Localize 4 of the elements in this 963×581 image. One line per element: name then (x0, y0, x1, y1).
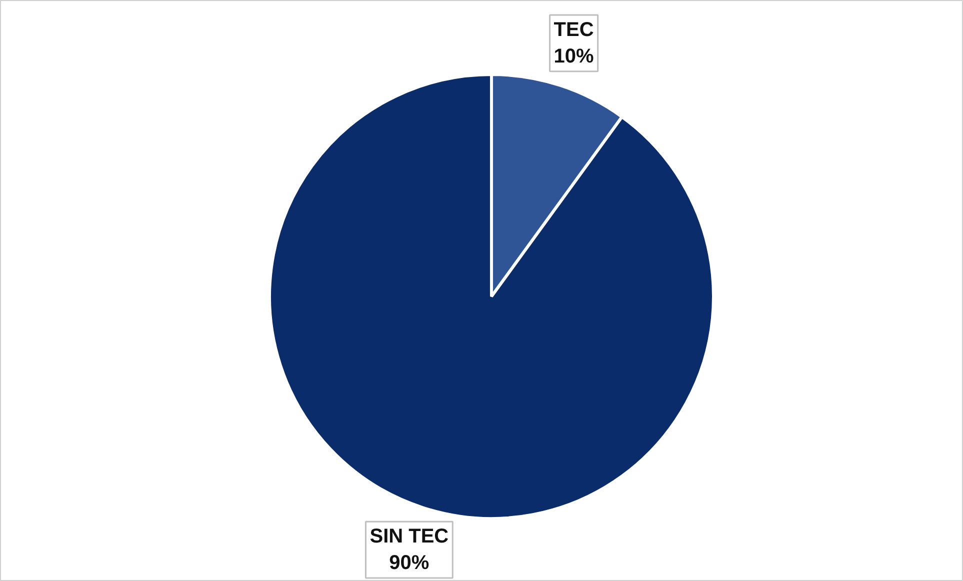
slice-label: SIN TEC (370, 526, 449, 548)
slice-label: TEC (554, 18, 594, 41)
data-label: 90% (389, 552, 430, 574)
data-label: 10% (554, 45, 594, 68)
